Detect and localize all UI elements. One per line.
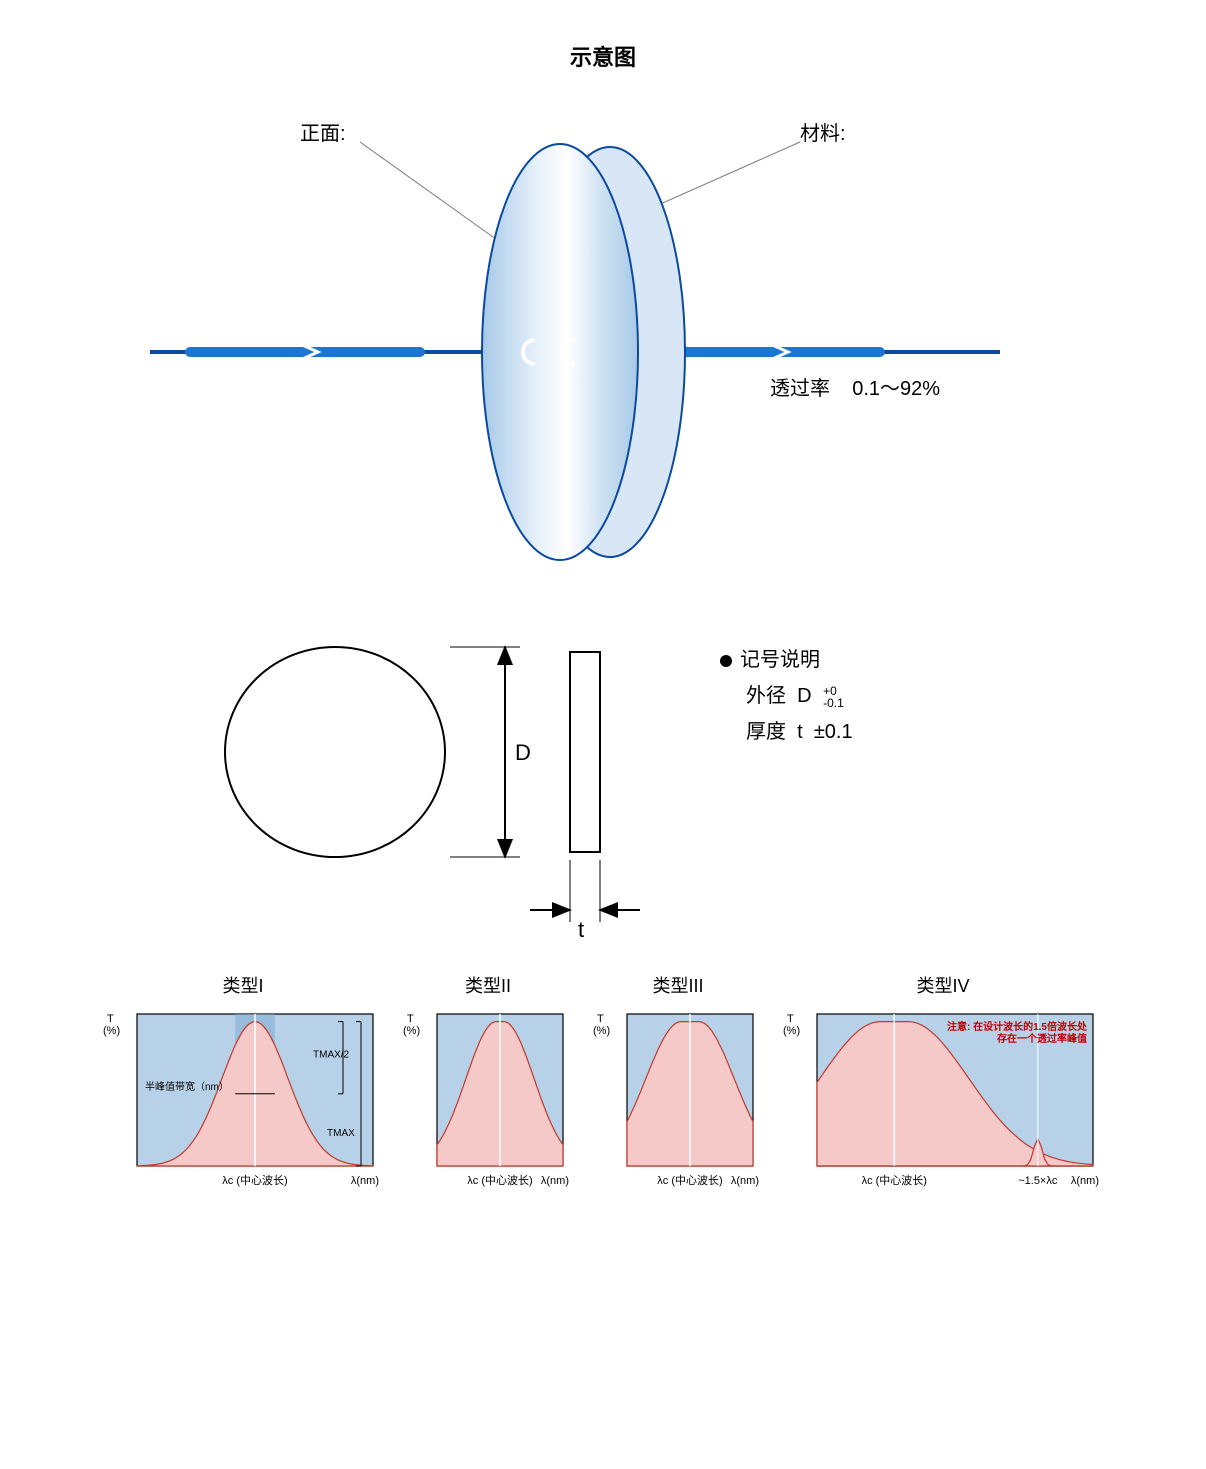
- dim-t-label: t: [578, 917, 584, 942]
- chart-3: 类型III T(%) λc (中心波长) λ(nm): [593, 972, 763, 1194]
- svg-text:注意: 在设计波长的1.5倍波长处: 注意: 在设计波长的1.5倍波长处: [947, 1020, 1088, 1033]
- svg-text:存在一个透过率峰值: 存在一个透过率峰值: [997, 1032, 1087, 1045]
- svg-text:λ(nm): λ(nm): [1071, 1175, 1099, 1187]
- svg-text:λc (中心波长): λc (中心波长): [222, 1174, 287, 1187]
- svg-text:(%): (%): [103, 1025, 120, 1037]
- svg-text:T: T: [407, 1013, 414, 1025]
- lens-schematic: 正面: 材料: 透过率 0.1～92%: [0, 72, 1206, 612]
- svg-text:半峰值带宽（nm）: 半峰值带宽（nm）: [145, 1080, 229, 1093]
- svg-text:λc (中心波长): λc (中心波长): [862, 1174, 927, 1187]
- transmittance-text: 透过率: [770, 378, 830, 400]
- transmittance-value: 0.1～92%: [852, 378, 940, 400]
- svg-text:TMAX/2: TMAX/2: [313, 1050, 350, 1061]
- chart-title: 类型I: [222, 972, 263, 998]
- symbol-title: 记号说明: [740, 649, 820, 671]
- chart-title: 类型IV: [916, 972, 969, 998]
- svg-text:T: T: [107, 1013, 114, 1025]
- chart-title: 类型III: [652, 972, 703, 998]
- dimension-diagram: D t 记号说明 外径 D +0 -0.1 厚度 t: [0, 612, 1206, 972]
- chart-title: 类型II: [465, 972, 511, 998]
- svg-text:(%): (%): [403, 1025, 420, 1037]
- svg-text:λ(nm): λ(nm): [541, 1175, 569, 1187]
- chart-1: 类型I 半峰值带宽（nm） TMAX/2 TMAX T(%) λc (中心波长) λ(nm): [103, 972, 383, 1194]
- svg-text:T: T: [787, 1013, 794, 1025]
- type-charts: 类型I半峰值带宽（nm）TMAX/2TMAXT(%)λc (中心波长)λ(nm)…: [0, 972, 1206, 1322]
- chart-4: 类型IV T(%) λc (中心波长) ~1.5×λc λ(nm) 注意: 在设计波长的1…: [783, 972, 1103, 1194]
- svg-text:λc (中心波长): λc (中心波长): [657, 1174, 722, 1187]
- svg-text:(%): (%): [593, 1025, 610, 1037]
- svg-text:λ(nm): λ(nm): [731, 1175, 759, 1187]
- dim-D-label: D: [515, 740, 531, 765]
- svg-text:TMAX: TMAX: [327, 1128, 355, 1139]
- symbol-legend: 记号说明 外径 D +0 -0.1 厚度 t ±0.1: [720, 642, 853, 750]
- symbol-row-D: 外径 D +0 -0.1: [746, 678, 853, 714]
- page-title: 示意图: [0, 0, 1206, 72]
- svg-text:λ(nm): λ(nm): [351, 1175, 379, 1187]
- svg-text:λc (中心波长): λc (中心波长): [467, 1174, 532, 1187]
- material-label: 材料:: [800, 117, 846, 146]
- svg-text:(%): (%): [783, 1025, 800, 1037]
- svg-text:~1.5×λc: ~1.5×λc: [1018, 1175, 1058, 1187]
- symbol-row-t: 厚度 t ±0.1: [746, 714, 853, 750]
- transmittance-label: 透过率 0.1～92%: [770, 372, 940, 401]
- bullet-icon: [720, 655, 732, 667]
- front-face-label: 正面:: [300, 117, 346, 146]
- svg-text:T: T: [597, 1013, 604, 1025]
- chart-2: 类型II T(%) λc (中心波长) λ(nm): [403, 972, 573, 1194]
